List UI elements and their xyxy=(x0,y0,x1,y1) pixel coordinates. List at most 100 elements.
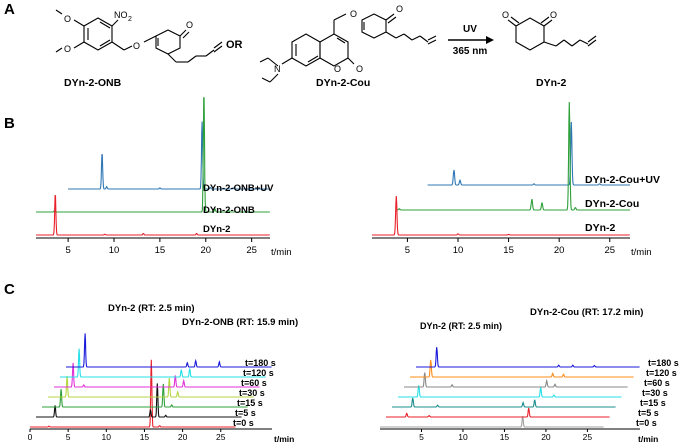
panel-label-a: A xyxy=(4,1,15,18)
trace-labels-c-right: t=0 st=5 st=15 st=30 st=60 st=120 st=180… xyxy=(636,358,679,428)
annotation-dyn-2-onb-rt: DYn-2-ONB (RT: 15.9 min) xyxy=(182,317,298,328)
trace-label-b-left-1: DYn-2-ONB+UV xyxy=(203,183,274,194)
trace-label-t-180-s: t=180 s xyxy=(648,358,679,368)
svg-text:N: N xyxy=(274,64,281,74)
trace-t-180-s xyxy=(66,333,272,368)
annotation-dyn-2-rt-right: DYn-2 (RT: 2.5 min) xyxy=(420,321,502,331)
trace-label-t-5-s: t=5 s xyxy=(235,408,256,418)
x-tick-label-5: 5 xyxy=(405,245,410,256)
x-tick-label-20: 20 xyxy=(178,432,188,442)
trace-t-5-s xyxy=(36,383,242,418)
svg-text:O: O xyxy=(186,20,193,30)
svg-text:O: O xyxy=(502,10,509,20)
svg-text:O: O xyxy=(334,64,341,74)
trace-t-120-s xyxy=(60,348,266,378)
x-tick-label-20: 20 xyxy=(200,245,211,256)
x-tick-label-25: 25 xyxy=(604,245,615,256)
trace-label-t-15-s: t=15 s xyxy=(237,398,263,408)
traces-b-left xyxy=(36,97,270,236)
x-tick-label-5: 5 xyxy=(66,432,71,442)
trace-label-b-right-3: DYn-2 xyxy=(585,222,615,234)
annotation-dyn-2-rt: DYn-2 (RT: 2.5 min) xyxy=(108,303,195,314)
traces-b-right xyxy=(372,101,630,236)
trace-t-30-s xyxy=(48,375,254,398)
trace-label-t-180-s: t=180 s xyxy=(245,358,276,368)
structure-dyn-2-cou-atoms: N O O O O xyxy=(274,4,403,74)
or-label: OR xyxy=(226,39,243,51)
panel-label-b: B xyxy=(4,115,15,132)
x-tick-label-10: 10 xyxy=(109,245,120,256)
trace-dyn-2-cou-uv xyxy=(427,121,630,186)
trace-label-b-right-2: DYn-2-Cou xyxy=(585,198,639,210)
x-ticks-b-right: 5 10 15 20 25 xyxy=(405,238,615,256)
x-axis-title-c-right: t/min xyxy=(638,434,658,444)
trace-label-t-0-s: t=0 s xyxy=(636,418,657,428)
trace-dyn-2-onb xyxy=(36,97,270,213)
trace-t-60-s xyxy=(404,372,628,388)
reaction-arrow-head xyxy=(486,36,494,44)
trace-dyn-2 xyxy=(36,195,270,236)
trace-label-t-5-s: t=5 s xyxy=(638,408,659,418)
x-tick-label-10: 10 xyxy=(453,245,464,256)
structure-dyn-2-onb-atoms: NO 2 O O O O xyxy=(64,10,193,54)
svg-text:O: O xyxy=(64,14,71,24)
compound-label-dyn-2-onb: DYn-2-ONB xyxy=(64,77,122,89)
x-axis-title-c-left: t/min xyxy=(274,434,294,444)
svg-text:O: O xyxy=(133,41,140,51)
x-tick-label-5: 5 xyxy=(419,432,424,442)
svg-text:NO: NO xyxy=(114,10,128,20)
x-tick-label-20: 20 xyxy=(541,432,551,442)
trace-label-t-15-s: t=15 s xyxy=(640,398,666,408)
svg-text:O: O xyxy=(350,9,357,19)
trace-t-180-s xyxy=(416,347,640,368)
arrow-label-uv: UV xyxy=(463,24,477,35)
trace-t-120-s xyxy=(410,359,634,378)
trace-label-t-60-s: t=60 s xyxy=(644,378,670,388)
structure-dyn-2-onb xyxy=(55,9,223,63)
x-tick-label-15: 15 xyxy=(503,245,514,256)
trace-t-5-s xyxy=(386,407,610,418)
svg-text:O: O xyxy=(550,10,557,20)
svg-text:O: O xyxy=(356,64,363,74)
trace-label-b-right-1: DYn-2-Cou+UV xyxy=(585,174,660,186)
structure-dyn-2-cou xyxy=(259,13,437,83)
x-tick-label-25: 25 xyxy=(246,245,257,256)
x-tick-label-10: 10 xyxy=(458,432,468,442)
trace-label-b-left-3: DYn-2 xyxy=(203,224,230,235)
trace-dyn-2 xyxy=(372,195,630,236)
trace-label-t-30-s: t=30 s xyxy=(239,388,265,398)
x-tick-label-15: 15 xyxy=(155,245,166,256)
x-ticks-b-left: 5 10 15 20 25 xyxy=(65,238,257,256)
x-tick-label-5: 5 xyxy=(65,245,70,256)
arrow-label-wavelength: 365 nm xyxy=(453,46,488,57)
annotation-dyn-2-cou-rt: DYn-2-Cou (RT: 17.2 min) xyxy=(530,307,643,318)
x-ticks-c-left: 0 5 10 15 20 25 xyxy=(28,429,226,442)
x-axis-title-b-left: t/min xyxy=(271,247,292,258)
structure-dyn-2 xyxy=(507,16,597,51)
x-tick-label-20: 20 xyxy=(554,245,565,256)
x-tick-label-0: 0 xyxy=(28,432,33,442)
trace-label-t-30-s: t=30 s xyxy=(642,388,668,398)
svg-text:O: O xyxy=(64,44,71,54)
structure-dyn-2-atoms: O O xyxy=(502,10,557,20)
trace-label-t-120-s: t=120 s xyxy=(646,368,677,378)
svg-text:O: O xyxy=(396,4,403,14)
trace-label-t-0-s: t=0 s xyxy=(233,418,254,428)
x-axis-title-b-right: t/min xyxy=(631,247,652,258)
chromatogram-b-right: 5 10 15 20 25 DYn-2-Cou+UV DYn-2-Cou DYn-2 t… xyxy=(372,101,660,258)
x-ticks-c-right: 5 10 15 20 25 xyxy=(419,429,592,442)
compound-label-dyn-2-cou: DYn-2-Cou xyxy=(316,77,370,89)
trace-t-30-s xyxy=(398,385,622,398)
x-tick-label-15: 15 xyxy=(500,432,510,442)
trace-t-0-s xyxy=(30,359,236,428)
chromatogram-c-right: 5 10 15 20 25 t=0 st=5 st=15 st=30 st=60 st=… xyxy=(380,307,679,444)
x-tick-label-25: 25 xyxy=(216,432,226,442)
trace-t-15-s xyxy=(392,397,616,408)
trace-label-b-left-2: DYn-2-ONB xyxy=(203,205,255,216)
trace-t-60-s xyxy=(54,362,260,388)
x-tick-label-15: 15 xyxy=(140,432,150,442)
trace-label-t-120-s: t=120 s xyxy=(243,368,274,378)
trace-label-t-60-s: t=60 s xyxy=(241,378,267,388)
trace-dyn-2-cou xyxy=(397,101,630,211)
traces-c-right xyxy=(380,347,640,428)
